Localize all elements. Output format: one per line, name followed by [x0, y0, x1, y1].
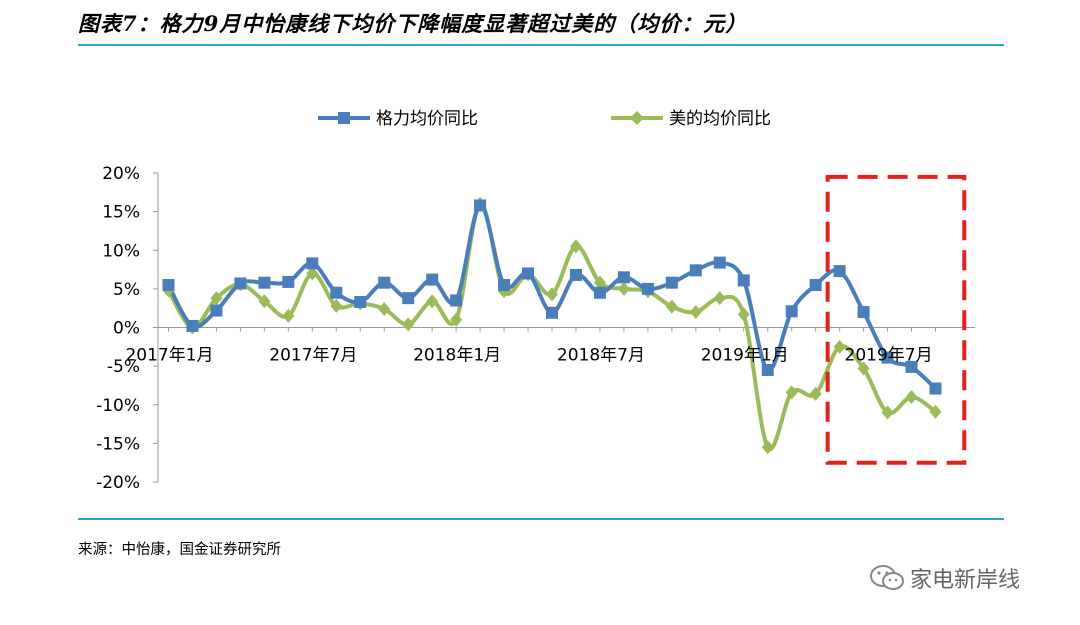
data-point-gree	[450, 294, 463, 307]
watermark: 家电新岸线	[868, 562, 1020, 594]
source-note: 来源：中怡康，国金证券研究所	[78, 542, 281, 558]
y-tick-label: 5%	[113, 280, 140, 300]
data-point-midea	[378, 301, 391, 316]
data-point-gree	[426, 273, 439, 286]
legend-label-midea: 美的均价同比	[669, 109, 771, 129]
data-point-gree	[593, 286, 606, 299]
data-point-midea	[905, 390, 918, 405]
data-point-midea	[402, 317, 415, 332]
data-point-gree	[546, 306, 558, 319]
data-point-midea	[617, 281, 630, 296]
data-point-gree	[258, 276, 271, 289]
x-tick-label: 2019年1月	[701, 346, 789, 366]
y-tick-label: -5%	[107, 357, 140, 377]
title-rule	[78, 44, 1004, 46]
source-rule	[78, 518, 1004, 520]
data-point-gree	[282, 275, 295, 288]
y-tick-label: -10%	[96, 396, 140, 416]
y-tick-label: -15%	[96, 434, 140, 454]
data-point-gree	[522, 267, 535, 280]
legend-item-gree: 格力均价同比	[318, 109, 478, 129]
data-point-gree	[833, 265, 846, 278]
y-tick-label: 10%	[102, 241, 140, 261]
x-tick-label: 2018年1月	[413, 346, 501, 366]
wechat-icon	[870, 565, 904, 590]
data-point-midea	[809, 386, 822, 401]
data-point-midea	[569, 239, 582, 254]
data-point-midea	[330, 298, 343, 313]
data-point-gree	[809, 279, 822, 292]
chart-legend: 格力均价同比 美的均价同比	[318, 109, 771, 129]
data-point-midea	[306, 266, 319, 281]
data-point-gree	[905, 360, 918, 373]
data-point-midea	[282, 308, 295, 323]
data-point-midea	[833, 339, 846, 354]
data-point-midea	[689, 305, 702, 320]
data-point-gree	[234, 277, 247, 290]
data-point-gree	[929, 382, 942, 395]
data-point-gree	[737, 274, 750, 287]
data-point-gree	[617, 271, 630, 284]
data-point-midea	[665, 299, 678, 314]
chart-series	[162, 196, 942, 455]
watermark-text: 家电新岸线	[910, 568, 1021, 593]
data-point-gree	[474, 199, 487, 212]
data-point-midea	[258, 294, 271, 309]
data-point-gree	[857, 306, 870, 319]
x-tick-label: 2017年1月	[125, 346, 213, 366]
data-point-midea	[881, 405, 894, 420]
chart-axes: 20% 15% 10% 5% 0% -5% -10% -15% -20%	[96, 164, 975, 493]
legend-item-midea: 美的均价同比	[611, 109, 771, 129]
y-tick-label: 20%	[102, 164, 140, 184]
data-point-midea	[593, 275, 606, 290]
y-tick-label: 0%	[113, 319, 140, 339]
data-point-gree	[330, 286, 343, 299]
data-point-gree	[498, 279, 511, 292]
x-tick-label: 2017年7月	[269, 346, 357, 366]
data-point-midea	[546, 287, 558, 302]
data-point-midea	[210, 291, 223, 306]
y-tick-label: 15%	[102, 203, 140, 223]
data-point-gree	[306, 257, 319, 270]
data-point-gree	[665, 276, 678, 289]
figure-title: 图表7：格力9月中怡康线下均价下降幅度显著超过美的（均价：元）	[78, 11, 748, 36]
data-point-gree	[689, 264, 702, 277]
data-point-midea	[761, 440, 774, 455]
data-point-midea	[426, 294, 439, 309]
x-axis-labels: 2017年1月 2017年7月 2018年1月 2018年7月 2019年1月 2019年…	[125, 346, 932, 366]
data-point-midea	[929, 404, 942, 419]
data-point-gree	[761, 363, 774, 376]
data-point-gree	[641, 282, 654, 295]
data-point-gree	[186, 319, 199, 332]
x-tick-label: 2019年7月	[845, 346, 933, 366]
data-point-gree	[162, 279, 175, 292]
data-point-gree	[881, 351, 894, 364]
data-point-midea	[450, 312, 463, 327]
data-point-gree	[569, 268, 582, 281]
highlight-box	[825, 174, 967, 465]
data-point-midea	[785, 385, 798, 400]
series-line-midea	[166, 201, 938, 452]
data-point-gree	[378, 276, 391, 289]
data-point-gree	[402, 292, 415, 305]
data-point-gree	[713, 256, 726, 269]
data-point-midea	[713, 291, 726, 306]
highlight-box-layer	[825, 174, 967, 465]
data-point-midea	[737, 307, 750, 322]
data-point-gree	[210, 304, 223, 317]
legend-label-gree: 格力均价同比	[376, 109, 478, 129]
data-point-gree	[354, 296, 367, 309]
y-tick-label: -20%	[96, 473, 140, 493]
data-point-midea	[857, 361, 870, 376]
data-point-gree	[785, 305, 798, 318]
x-tick-label: 2018年7月	[557, 346, 645, 366]
